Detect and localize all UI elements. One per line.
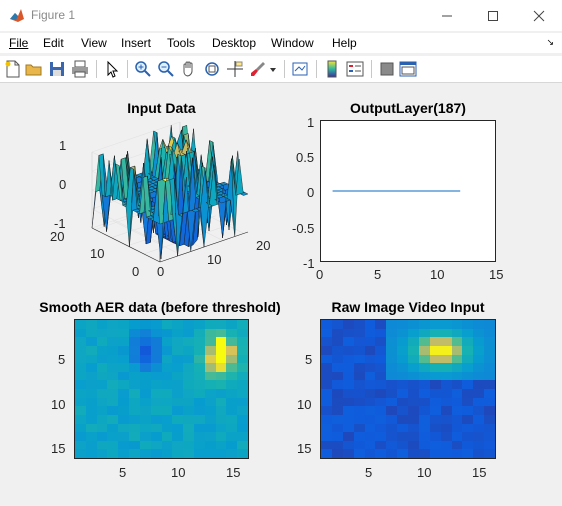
menu-insert[interactable]: Insert xyxy=(121,36,152,50)
dock-arrow-icon[interactable]: ↘ xyxy=(546,37,554,47)
menu-file[interactable]: File xyxy=(9,36,29,50)
save-icon[interactable] xyxy=(48,60,66,78)
title-bar: Figure 1 xyxy=(0,0,562,31)
y-tick: 15 xyxy=(51,441,66,456)
pointer-icon[interactable] xyxy=(103,60,121,78)
input-surface-plot[interactable] xyxy=(40,120,280,285)
z-tick: 1 xyxy=(59,138,67,153)
new-figure-icon[interactable] xyxy=(4,60,22,78)
y-tick: 5 xyxy=(58,352,66,367)
toolbar-separator xyxy=(284,60,285,78)
maximize-button[interactable] xyxy=(470,0,516,31)
x-tick: 5 xyxy=(374,267,382,282)
brush-dropdown-icon[interactable] xyxy=(268,60,278,78)
menu-bar: File Edit View Insert Tools Desktop Wind… xyxy=(0,33,562,53)
y-tick: 20 xyxy=(50,229,65,244)
y-tick: 0 xyxy=(132,264,140,279)
close-icon xyxy=(533,10,545,21)
z-tick: 0 xyxy=(59,177,67,192)
show-plot-tools-icon[interactable] xyxy=(399,60,417,78)
toolbar-separator xyxy=(316,60,317,78)
y-tick: 1 xyxy=(307,115,315,130)
x-tick: 5 xyxy=(365,465,373,480)
x-tick: 15 xyxy=(226,465,241,480)
toolbar-separator xyxy=(127,60,128,78)
window-title: Figure 1 xyxy=(31,8,76,22)
y-tick: -0.5 xyxy=(292,221,315,236)
z-tick: -1 xyxy=(54,216,66,231)
print-icon[interactable] xyxy=(71,60,89,78)
menu-view[interactable]: View xyxy=(81,36,107,50)
toolbar-separator xyxy=(371,60,372,78)
y-tick: 10 xyxy=(90,246,105,261)
menu-tools[interactable]: Tools xyxy=(167,36,196,50)
toolbar xyxy=(0,56,562,83)
y-tick: 10 xyxy=(51,397,66,412)
pan-icon[interactable] xyxy=(180,60,198,78)
hide-plot-tools-icon[interactable] xyxy=(378,60,396,78)
smooth-plot-title: Smooth AER data (before threshold) xyxy=(39,299,281,315)
menu-edit[interactable]: Edit xyxy=(43,36,64,50)
zoom-out-icon[interactable] xyxy=(157,60,175,78)
surface-grid-line xyxy=(91,121,181,153)
surface-grid-line xyxy=(91,227,161,263)
menu-help[interactable]: Help xyxy=(332,36,357,50)
x-tick: 10 xyxy=(207,252,222,267)
minimize-button[interactable] xyxy=(424,0,470,31)
close-button[interactable] xyxy=(516,0,562,31)
x-tick: 10 xyxy=(417,465,432,480)
menu-desktop[interactable]: Desktop xyxy=(212,36,257,50)
raw-image-heatmap[interactable] xyxy=(320,319,496,459)
matlab-icon xyxy=(10,9,24,22)
open-file-icon[interactable] xyxy=(25,60,43,78)
input-plot-title: Input Data xyxy=(127,100,196,116)
x-tick: 10 xyxy=(430,267,445,282)
link-plot-icon[interactable] xyxy=(291,60,309,78)
y-tick: -1 xyxy=(303,256,315,271)
colorbar-icon[interactable] xyxy=(323,60,341,78)
data-cursor-icon[interactable] xyxy=(226,60,244,78)
maximize-icon xyxy=(488,10,498,21)
y-tick: 5 xyxy=(305,352,313,367)
y-tick: 0.5 xyxy=(296,150,315,165)
output-line-chart xyxy=(332,190,461,192)
y-tick: 0 xyxy=(307,185,315,200)
rotate-3d-icon[interactable] xyxy=(203,60,221,78)
legend-icon[interactable] xyxy=(346,60,364,78)
x-tick: 20 xyxy=(256,238,271,253)
smooth-aer-heatmap[interactable] xyxy=(74,319,249,459)
menu-window[interactable]: Window xyxy=(271,36,314,50)
x-tick: 15 xyxy=(472,465,487,480)
x-tick: 15 xyxy=(489,267,504,282)
y-tick: 10 xyxy=(297,397,312,412)
minimize-icon xyxy=(442,15,452,16)
y-tick: 15 xyxy=(297,441,312,456)
x-tick: 0 xyxy=(157,264,165,279)
output-axes[interactable] xyxy=(320,120,496,262)
x-tick: 0 xyxy=(316,267,324,282)
raw-plot-title: Raw Image Video Input xyxy=(331,299,485,315)
zoom-in-icon[interactable] xyxy=(134,60,152,78)
surface-patch xyxy=(91,188,101,229)
x-tick: 10 xyxy=(171,465,186,480)
toolbar-separator xyxy=(96,60,97,78)
brush-icon[interactable] xyxy=(249,60,267,78)
output-plot-title: OutputLayer(187) xyxy=(350,100,466,116)
x-tick: 5 xyxy=(119,465,127,480)
surface-patch xyxy=(239,192,249,196)
